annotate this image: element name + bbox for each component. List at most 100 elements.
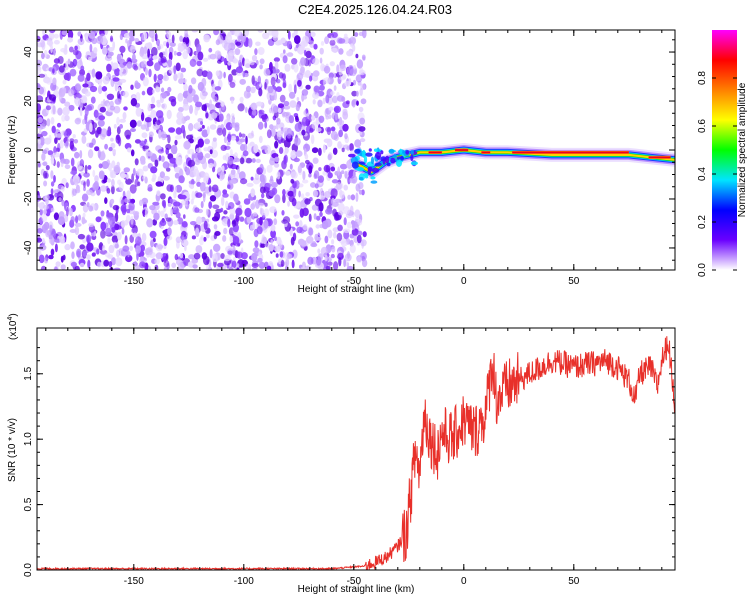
noise-cell [122, 112, 127, 120]
noise-cell [69, 68, 77, 77]
noise-cell [290, 171, 298, 179]
noise-cell [148, 265, 151, 270]
noise-cell [125, 134, 131, 140]
noise-cell [101, 244, 106, 252]
noise-cell [330, 166, 336, 172]
noise-cell [211, 139, 218, 149]
noise-cell [167, 134, 171, 144]
noise-cell [46, 118, 51, 127]
noise-cell [166, 31, 172, 39]
noise-cell [356, 100, 359, 106]
noise-cell [84, 107, 89, 117]
noise-cell [231, 219, 237, 227]
noise-cell [79, 244, 85, 250]
noise-cell [146, 60, 154, 67]
noise-cell [227, 184, 231, 189]
noise-cell [135, 91, 141, 101]
noise-cell [200, 201, 204, 209]
noise-cell [325, 94, 330, 104]
noise-cell [261, 193, 265, 199]
noise-cell [203, 147, 209, 152]
noise-cell [300, 57, 306, 66]
noise-cell [59, 235, 66, 244]
noise-cell [176, 259, 182, 266]
noise-cell [270, 239, 274, 244]
noise-cell [74, 151, 80, 159]
noise-cell [324, 254, 328, 262]
noise-cell [326, 138, 333, 148]
noise-cell [111, 257, 116, 266]
snr-frame [36, 327, 676, 571]
noise-cell [116, 249, 120, 258]
noise-cell [228, 50, 236, 56]
noise-cell [272, 68, 280, 74]
noise-cell [74, 83, 81, 91]
noise-cell [293, 84, 297, 94]
noise-cell [108, 51, 114, 57]
noise-cell [176, 51, 182, 57]
noise-cell [209, 149, 213, 155]
noise-cell [145, 67, 148, 76]
noise-cell [324, 235, 329, 244]
noise-cell [209, 249, 213, 259]
noise-cell [273, 218, 278, 226]
noise-cell [112, 41, 116, 50]
noise-cell [330, 126, 336, 132]
noise-cell [38, 73, 46, 78]
noise-cell [151, 46, 158, 57]
noise-cell [330, 91, 335, 96]
noise-cell [101, 150, 105, 157]
noise-cell [274, 60, 279, 71]
noise-cell [54, 193, 59, 198]
noise-cell [270, 229, 276, 239]
noise-cell [97, 119, 105, 127]
noise-cell [264, 202, 268, 207]
noise-cell [87, 149, 94, 159]
noise-cell [38, 254, 45, 264]
noise-cell [49, 30, 56, 34]
noise-cell [85, 32, 88, 41]
noise-cell [290, 150, 297, 160]
noise-cell [270, 224, 276, 232]
noise-cell [70, 261, 77, 268]
noise-cell [193, 169, 200, 177]
noise-cell [163, 237, 168, 247]
noise-cell [255, 101, 263, 107]
noise-cell [56, 122, 62, 128]
noise-cell [295, 115, 299, 121]
spectrogram-x-tick-label: 50 [568, 276, 580, 287]
noise-cell [175, 62, 181, 72]
noise-cell [359, 117, 366, 125]
noise-cell [140, 60, 148, 68]
noise-cell [67, 58, 71, 65]
noise-cell [121, 228, 125, 235]
noise-cell [132, 210, 140, 216]
noise-cell [219, 104, 222, 114]
noise-cell [118, 58, 126, 68]
noise-cell [188, 123, 194, 132]
noise-cell [186, 95, 194, 103]
noise-cell [262, 236, 268, 245]
noise-cell [165, 143, 172, 150]
noise-cell [173, 201, 181, 207]
noise-cell [282, 79, 287, 89]
noise-cell [116, 91, 121, 100]
noise-cell [324, 77, 331, 84]
noise-cell [51, 125, 56, 134]
noise-cell [311, 115, 316, 121]
noise-cell [80, 65, 85, 71]
colorbar: 0.0 0.2 0.4 0.6 0.8 Normalized spectral ampl… [697, 30, 748, 277]
noise-cell [276, 171, 281, 180]
noise-cell [41, 52, 45, 60]
noise-cell [214, 50, 222, 60]
noise-cell [239, 157, 245, 165]
noise-cell [195, 101, 203, 108]
spectrogram-x-tick-label: -100 [234, 276, 254, 287]
noise-cell [285, 258, 290, 267]
noise-cell [337, 210, 344, 216]
noise-cell [320, 246, 328, 257]
noise-cell [259, 186, 266, 194]
noise-cell [84, 91, 91, 97]
noise-cell [107, 254, 114, 259]
noise-cell [195, 147, 202, 153]
